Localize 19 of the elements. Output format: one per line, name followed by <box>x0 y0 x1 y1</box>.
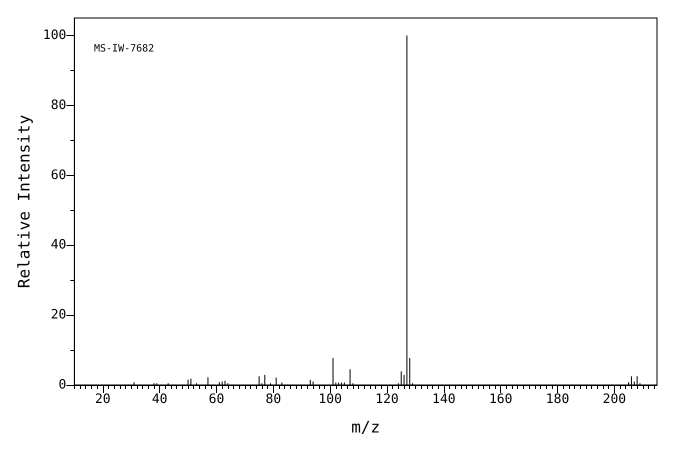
x-tick-label: 20 <box>94 392 111 407</box>
y-tick-label: 40 <box>50 238 66 253</box>
y-axis-title: Relative Intensity <box>14 114 34 288</box>
x-axis-title: m/z <box>351 418 380 436</box>
y-tick-label: 60 <box>50 168 66 183</box>
x-tick-label: 60 <box>208 392 224 407</box>
y-tick-label: 0 <box>58 378 66 392</box>
y-tick-label: 100 <box>42 28 66 43</box>
x-tick-label: 100 <box>318 392 342 407</box>
x-tick-label: 40 <box>152 392 168 407</box>
x-tick-label: 160 <box>488 392 512 407</box>
annotation: MS-IW-7682 <box>94 44 154 54</box>
x-tick-label: 180 <box>546 392 570 407</box>
x-tick-label: 140 <box>432 392 456 407</box>
x-tick-label: 200 <box>602 392 626 407</box>
x-tick-label: 80 <box>265 392 282 407</box>
y-tick-label: 20 <box>50 308 66 323</box>
y-tick-label: 80 <box>50 98 66 113</box>
x-tick-label: 120 <box>375 392 399 407</box>
